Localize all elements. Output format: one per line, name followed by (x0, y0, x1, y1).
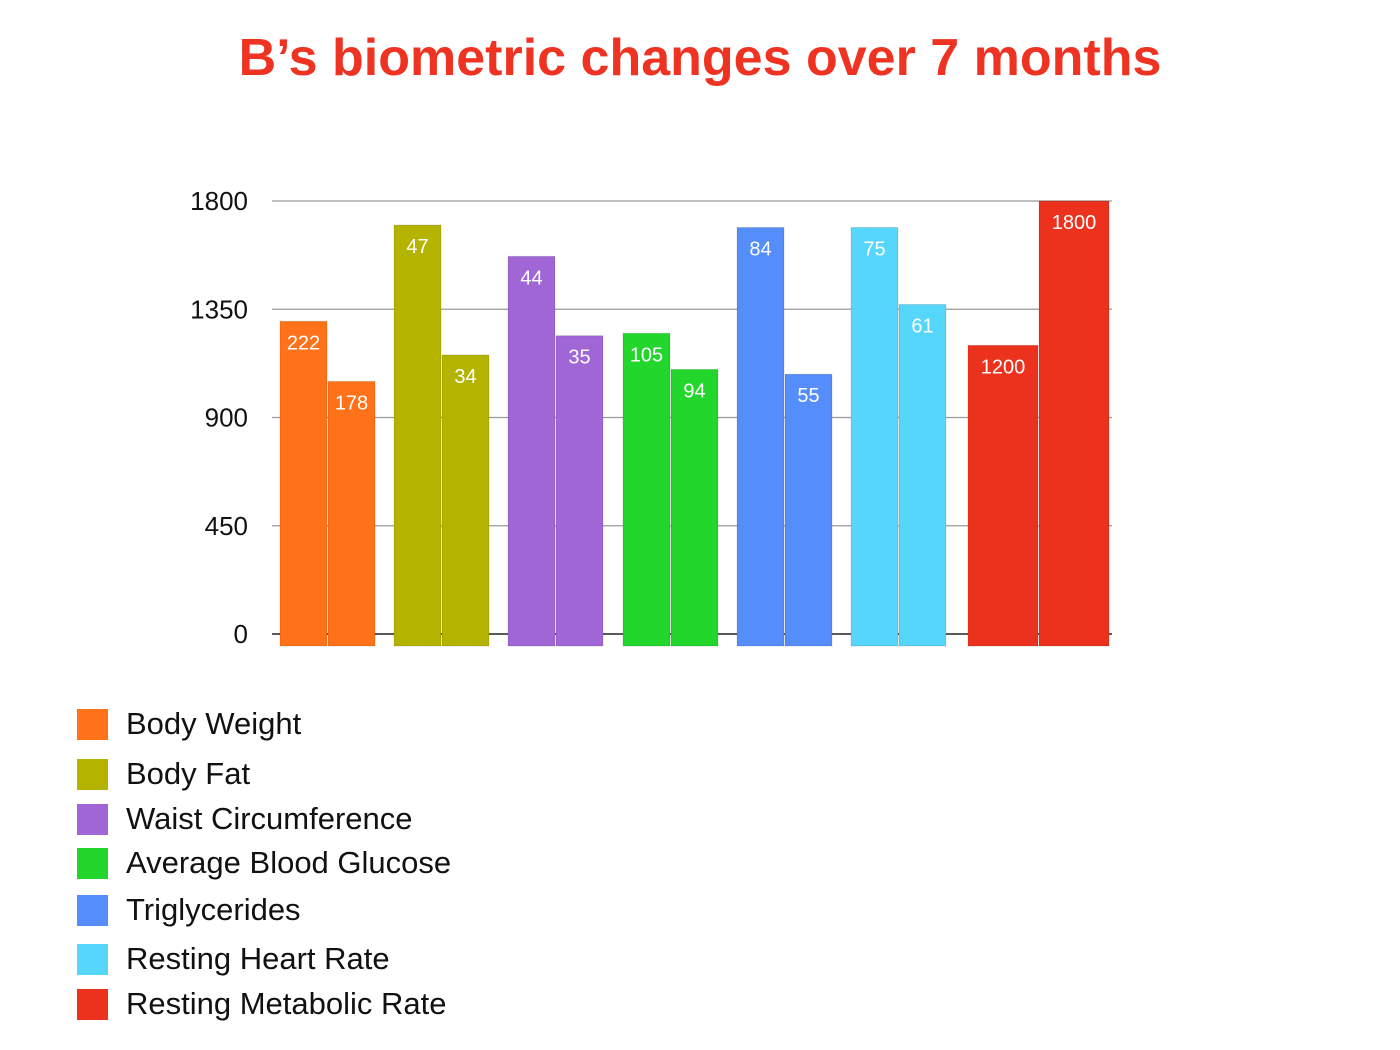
bar-value-label: 1800 (1052, 212, 1097, 234)
legend-item: Average Blood Glucose (77, 843, 451, 883)
bar (393, 224, 442, 647)
bar-value-label: 1200 (981, 356, 1026, 378)
bar-value-label: 35 (568, 347, 590, 369)
legend-swatch (77, 894, 108, 926)
y-tick-label: 450 (205, 511, 248, 541)
legend-item: Triglycerides (77, 890, 301, 930)
bar-value-label: 61 (911, 315, 933, 337)
y-tick-label: 1800 (190, 186, 248, 216)
bar (967, 344, 1039, 647)
bar (279, 320, 328, 647)
bar-value-label: 178 (335, 392, 368, 414)
bar-value-label: 84 (749, 238, 771, 260)
bar (622, 332, 671, 647)
bar (850, 226, 899, 647)
bar (670, 368, 719, 647)
bar-value-label: 105 (630, 344, 663, 366)
legend-label: Body Fat (126, 756, 251, 791)
legend-swatch (77, 943, 108, 975)
legend-swatch (77, 988, 108, 1020)
y-axis-ticks: 0 450 900 1350 1800 (190, 186, 248, 649)
legend-label: Resting Metabolic Rate (126, 986, 447, 1021)
bar-value-label: 75 (863, 238, 885, 260)
legend-item: Body Weight (77, 704, 301, 744)
y-tick-label: 900 (205, 403, 248, 433)
bar-value-label: 94 (683, 380, 705, 402)
legend-item: Waist Circumference (77, 799, 413, 839)
bar-value-label: 34 (454, 366, 476, 388)
bar-value-label: 47 (406, 236, 428, 258)
bar-value-label: 222 (287, 332, 320, 354)
bar (441, 354, 490, 647)
legend-swatch (77, 847, 108, 879)
bars (279, 200, 1110, 647)
legend-item: Resting Metabolic Rate (77, 984, 447, 1024)
chart-title: B’s biometric changes over 7 months (238, 29, 1162, 87)
legend-item: Body Fat (77, 754, 250, 794)
y-tick-label: 1350 (190, 294, 248, 324)
legend-label: Triglycerides (126, 892, 301, 927)
bar-value-label: 44 (520, 267, 542, 289)
bar (327, 380, 376, 647)
y-tick-label: 0 (234, 619, 248, 649)
bar (555, 335, 604, 647)
legend-label: Resting Heart Rate (126, 941, 390, 976)
legend-swatch (77, 708, 108, 740)
legend-label: Waist Circumference (126, 801, 413, 836)
bar-value-label: 55 (797, 385, 819, 407)
legend-label: Body Weight (126, 706, 302, 741)
bar (784, 373, 833, 647)
legend-label: Average Blood Glucose (126, 845, 452, 880)
legend-item: Resting Heart Rate (77, 939, 390, 979)
bar (1038, 200, 1110, 647)
legend-swatch (77, 803, 108, 835)
legend-swatch (77, 758, 108, 790)
bar (507, 255, 556, 647)
bar (898, 303, 947, 647)
bar (736, 226, 785, 647)
bar-value-labels: 222 178 47 34 44 35 105 94 84 55 75 61 1200 1800 (287, 212, 1096, 414)
